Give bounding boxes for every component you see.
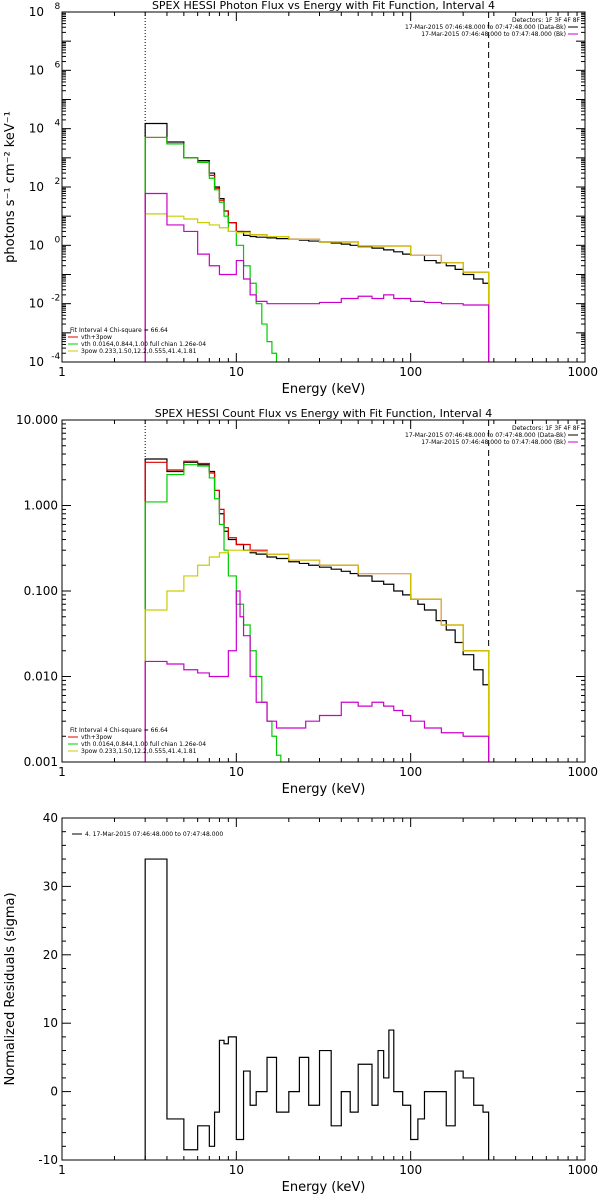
series-2-line xyxy=(144,460,490,762)
series-4-line xyxy=(144,549,490,762)
y-tick-label: 40 xyxy=(43,811,58,825)
y-tick-label: 0.001 xyxy=(24,755,58,769)
y-tick-label: 10 4 xyxy=(29,119,61,136)
legend-entry-label: vth+3pow xyxy=(81,334,112,341)
legend-entry-label: 17-Mar-2015 07:46:48.000 to 07:47:48.000… xyxy=(405,24,566,31)
series-3-line xyxy=(144,464,282,762)
y-tick-label: 0 xyxy=(50,1085,58,1099)
plot-frame xyxy=(61,11,586,363)
chart-panel-2: SPEX HESSI Count Flux vs Energy with Fit… xyxy=(16,407,598,797)
legend-entry-label: 17-Mar-2015 07:46:48.000 to 07:47:48.000… xyxy=(405,432,566,439)
x-axis-label: Energy (keV) xyxy=(282,782,366,797)
series-1-line xyxy=(144,458,490,762)
x-tick-label: 100 xyxy=(399,765,422,779)
y-tick-label: 0.100 xyxy=(24,584,58,598)
plot-frame xyxy=(61,817,586,1161)
x-tick-label: 1 xyxy=(58,365,66,379)
y-tick-label: 10 0 xyxy=(29,235,61,252)
x-axis-label: Energy (keV) xyxy=(282,382,366,397)
y-tick-label: 30 xyxy=(43,879,58,893)
legend-header: Detectors: 1F 3F 4F 8F xyxy=(512,425,581,432)
series-1-line xyxy=(144,858,490,1160)
series-group xyxy=(144,122,490,362)
chart-panel-3: 1 10 100 1000 Energy (keV) -10 0 10 20 30 40 Normal… xyxy=(3,811,598,1195)
legend-entry-label: 3pow 0.233,1.50,12.2,0.555,41.4,1.81 xyxy=(81,748,197,755)
legend-header: Detectors: 1F 3F 4F 8F xyxy=(512,17,581,24)
series-4-line xyxy=(144,213,490,362)
y-tick-label: 10 6 xyxy=(29,60,61,77)
y-tick-label: 10 8 xyxy=(29,2,61,19)
x-axis-label: Energy (keV) xyxy=(282,1180,366,1195)
legend-legend_tl: 4. 17-Mar-2015 07:46:48.000 to 07:47:48.… xyxy=(72,831,223,838)
y-tick-label: 0.010 xyxy=(24,670,58,684)
x-tick-label: 1000 xyxy=(567,765,598,779)
x-tick-label: 10 xyxy=(229,365,244,379)
x-tick-label: 100 xyxy=(399,1163,422,1177)
legend-entry-label: 17-Mar-2015 07:46:48.000 to 07:47:48.000… xyxy=(421,31,566,38)
y-tick-label: 10 -4 xyxy=(29,352,61,369)
series-5-line xyxy=(144,590,490,762)
series-1-line xyxy=(144,122,490,362)
x-tick-label: 10 xyxy=(229,765,244,779)
y-axis-label: Normalized Residuals (sigma) xyxy=(3,892,18,1085)
legend-header: Fit Interval 4 Chi-square = 66.64 xyxy=(70,727,168,734)
x-tick-label: 1000 xyxy=(567,1163,598,1177)
x-tick-label: 1 xyxy=(58,765,66,779)
legend-entry-label: vth 0.0164,0.844,1.00 full chian 1.26e-0… xyxy=(81,741,206,748)
series-2-line xyxy=(144,136,490,362)
chart-title: SPEX HESSI Photon Flux vs Energy with Fi… xyxy=(152,0,495,12)
y-tick-label: 10.000 xyxy=(16,413,58,427)
legend-legend_bl: Fit Interval 4 Chi-square = 66.64vth+3po… xyxy=(68,727,206,755)
y-tick-label: -10 xyxy=(38,1153,58,1167)
legend-header: Fit Interval 4 Chi-square = 66.64 xyxy=(70,327,168,334)
y-tick-label: 10 2 xyxy=(29,177,61,194)
y-tick-label: 1.000 xyxy=(24,499,58,513)
y-axis-label: photons s⁻¹ cm⁻² keV⁻¹ xyxy=(3,111,18,263)
y-tick-label: 20 xyxy=(43,948,58,962)
x-tick-label: 10 xyxy=(229,1163,244,1177)
legend-entry-label: 17-Mar-2015 07:46:48.000 to 07:47:48.000… xyxy=(421,439,566,446)
series-5-line xyxy=(144,192,490,362)
legend-entry-label: 3pow 0.233,1.50,12.2,0.555,41.4,1.81 xyxy=(81,348,197,355)
series-group xyxy=(144,858,490,1160)
y-tick-label: 10 xyxy=(43,1016,58,1030)
x-tick-label: 1 xyxy=(58,1163,66,1177)
legend-legend_bl: Fit Interval 4 Chi-square = 66.64vth+3po… xyxy=(68,327,206,355)
legend-entry-label: 4. 17-Mar-2015 07:46:48.000 to 07:47:48.… xyxy=(85,831,223,838)
series-group xyxy=(144,458,490,762)
y-tick-label: 10 -2 xyxy=(29,294,61,311)
legend-entry-label: vth 0.0164,0.844,1.00 full chian 1.26e-0… xyxy=(81,341,206,348)
plot-frame xyxy=(61,419,586,763)
chart-title: SPEX HESSI Count Flux vs Energy with Fit… xyxy=(155,407,492,420)
chart-panel-1: SPEX HESSI Photon Flux vs Energy with Fi… xyxy=(3,0,598,397)
x-tick-label: 100 xyxy=(399,365,422,379)
legend-entry-label: vth+3pow xyxy=(81,734,112,741)
x-tick-label: 1000 xyxy=(567,365,598,379)
